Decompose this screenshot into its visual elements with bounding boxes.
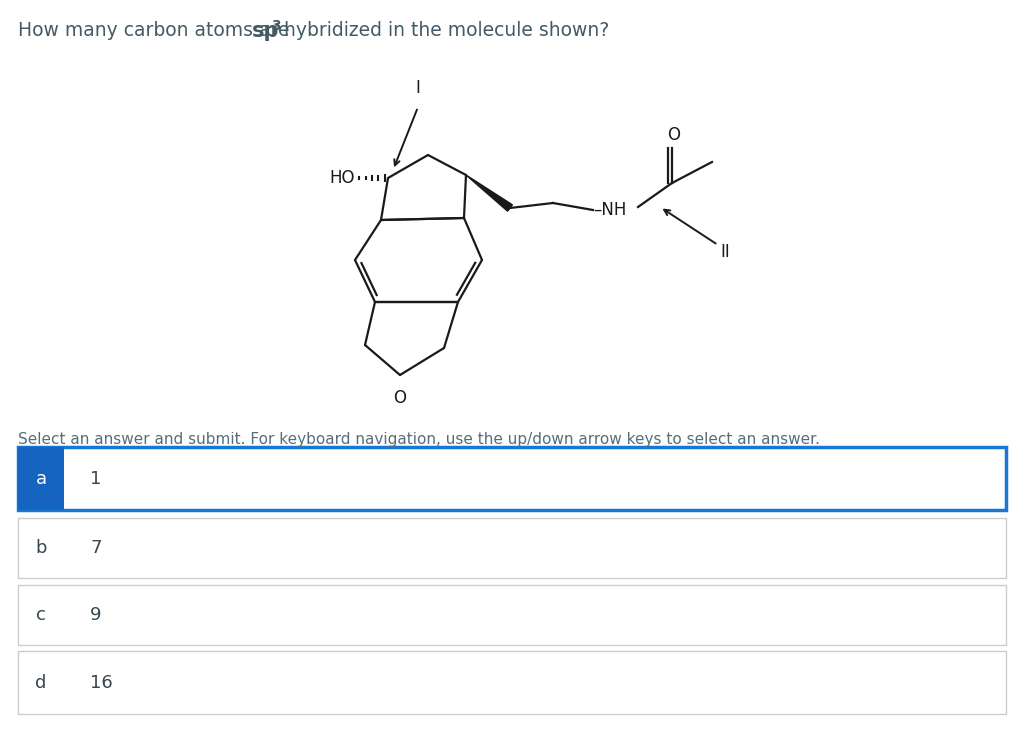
Text: c: c (36, 606, 46, 624)
Text: 7: 7 (90, 539, 101, 557)
Text: a: a (36, 469, 46, 487)
FancyBboxPatch shape (18, 447, 63, 510)
Text: sp: sp (252, 21, 280, 41)
FancyBboxPatch shape (18, 651, 1006, 714)
Text: hybridized in the molecule shown?: hybridized in the molecule shown? (278, 21, 609, 40)
Text: 16: 16 (90, 674, 113, 692)
Text: HO: HO (330, 169, 355, 187)
Text: b: b (35, 539, 47, 557)
Text: Select an answer and submit. For keyboard navigation, use the up/down arrow keys: Select an answer and submit. For keyboar… (18, 432, 820, 447)
Text: 9: 9 (90, 606, 101, 624)
Text: 3: 3 (271, 19, 281, 33)
Text: II: II (720, 243, 730, 261)
Text: d: d (35, 674, 47, 692)
FancyBboxPatch shape (18, 518, 1006, 578)
Text: I: I (416, 79, 421, 97)
Text: O: O (668, 126, 681, 144)
Polygon shape (466, 175, 512, 211)
Text: 1: 1 (90, 469, 101, 487)
FancyBboxPatch shape (18, 447, 1006, 510)
Text: How many carbon atoms are: How many carbon atoms are (18, 21, 296, 40)
Text: O: O (393, 389, 407, 407)
Text: –NH: –NH (593, 201, 627, 219)
FancyBboxPatch shape (18, 585, 1006, 645)
